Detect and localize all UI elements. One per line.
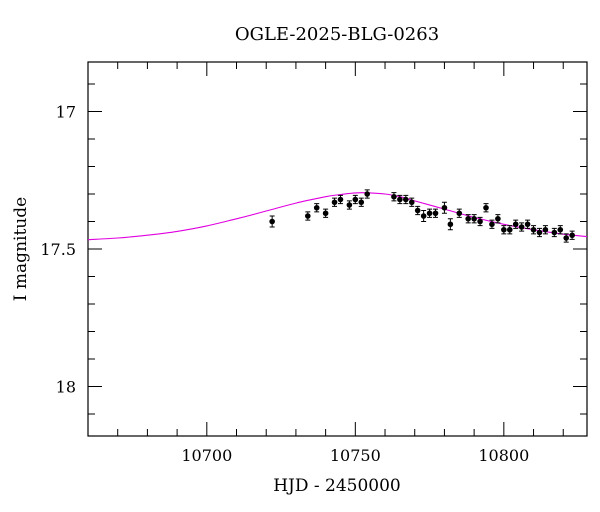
data-point — [465, 215, 471, 222]
y-tick-label: 17 — [56, 103, 76, 122]
data-point — [471, 215, 477, 222]
x-tick-label: 10750 — [330, 446, 381, 465]
data-points-group — [269, 189, 575, 243]
data-point — [426, 210, 433, 217]
x-tick-label: 10800 — [478, 446, 529, 465]
data-point — [536, 229, 543, 236]
plot-frame — [87, 61, 588, 437]
data-point — [337, 196, 344, 203]
data-point — [518, 224, 525, 230]
data-point — [391, 193, 397, 200]
data-point — [477, 218, 483, 225]
data-point — [403, 196, 409, 203]
x-axis-label: HJD - 2450000 — [273, 476, 401, 496]
data-point — [489, 221, 495, 228]
axis-ticks — [87, 62, 587, 436]
data-point — [331, 199, 338, 206]
data-point — [524, 221, 531, 228]
data-point — [364, 191, 371, 197]
data-point — [313, 204, 320, 211]
data-point — [456, 210, 463, 217]
data-point — [304, 213, 311, 219]
tick-labels: 10700 10750 10800 17 17.5 18 — [40, 103, 529, 466]
data-point — [563, 235, 570, 241]
x-tick-label: 10700 — [181, 446, 232, 465]
data-point — [447, 221, 454, 228]
data-point — [530, 226, 537, 233]
model-curve-group — [87, 192, 588, 241]
data-point — [557, 226, 564, 233]
data-point — [346, 202, 353, 208]
data-point — [322, 210, 329, 217]
data-point — [551, 229, 558, 236]
data-point — [501, 226, 507, 233]
y-tick-label: 18 — [56, 378, 76, 397]
data-point — [352, 196, 359, 203]
data-point — [358, 199, 365, 206]
data-point — [495, 215, 501, 222]
data-point — [512, 221, 519, 228]
plot-area-border — [87, 61, 588, 437]
data-point — [414, 207, 421, 214]
data-point — [542, 226, 549, 233]
data-point — [483, 204, 489, 211]
data-point — [441, 204, 448, 211]
data-point — [432, 210, 439, 217]
model-curve — [87, 192, 588, 241]
y-tick-label: 17.5 — [40, 240, 76, 259]
data-point — [506, 226, 513, 233]
data-point — [269, 218, 275, 225]
data-point — [408, 199, 415, 206]
data-point — [420, 213, 427, 219]
chart-title: OGLE-2025-BLG-0263 — [235, 24, 439, 45]
data-point — [569, 232, 575, 239]
y-axis-label: I magnitude — [11, 197, 31, 301]
data-point — [397, 196, 403, 203]
